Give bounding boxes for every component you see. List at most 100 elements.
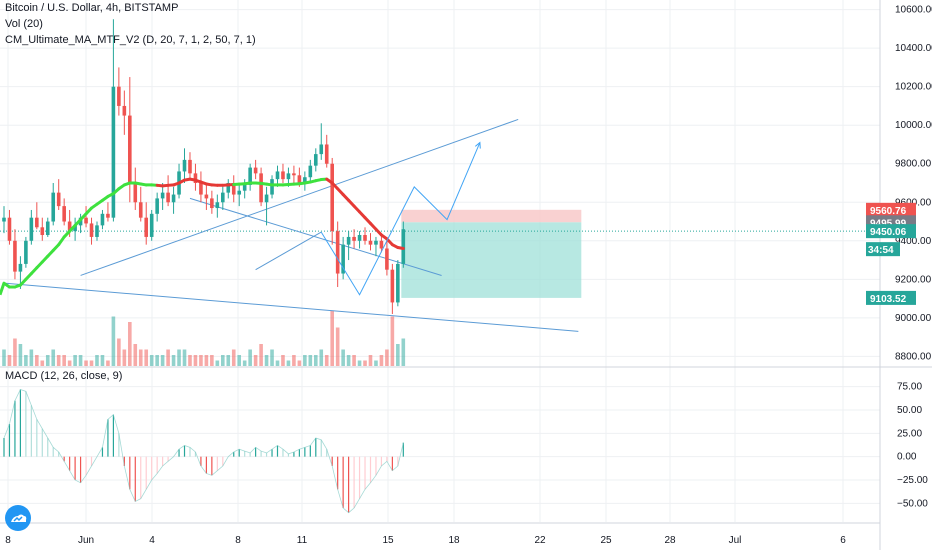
volume-bar: [385, 349, 389, 366]
volume-bar: [7, 355, 12, 366]
volume-bar: [100, 355, 105, 366]
volume-bar: [95, 355, 99, 366]
time-tick-label: 4: [149, 535, 155, 546]
price-tick-label: 10200.00: [895, 82, 932, 93]
tradingview-logo-icon[interactable]: [5, 505, 31, 531]
symbol-title[interactable]: Bitcoin / U.S. Dollar, 4h, BITSTAMP: [5, 2, 179, 14]
time-tick-label: Jul: [729, 535, 742, 546]
volume-bar: [330, 311, 334, 366]
macd-tick-label: 25.00: [897, 428, 922, 439]
candle-body: [313, 154, 318, 166]
projection-path: [320, 142, 481, 296]
volume-bar: [166, 349, 170, 366]
candle-body: [264, 194, 269, 203]
macd-outline: [3, 388, 404, 514]
price-tick-label: 8800.00: [895, 351, 932, 362]
candle-body: [253, 167, 258, 174]
volume-bar: [313, 355, 318, 366]
volume-bar: [352, 355, 356, 366]
candle-body: [89, 223, 94, 237]
macd-tick-label: 50.00: [897, 405, 922, 416]
volume-bar: [346, 355, 351, 366]
candle-body: [286, 173, 291, 180]
candle-body: [396, 263, 400, 303]
trend-line: [255, 231, 322, 271]
price-tick-label: 10400.00: [895, 43, 932, 54]
candle-body: [171, 194, 176, 203]
volume-bar: [67, 360, 72, 366]
price-tag-value: 9450.06: [870, 227, 907, 238]
price-tag-value: 9560.76: [870, 206, 907, 217]
volume-bar: [89, 360, 94, 366]
candle-body: [368, 240, 373, 245]
volume-bar: [160, 355, 165, 366]
volume-bar: [122, 349, 127, 366]
volume-bar: [51, 349, 56, 366]
candle-body: [346, 236, 351, 245]
candle-body: [204, 194, 209, 199]
time-tick-label: 15: [382, 535, 394, 546]
volume-bar: [177, 349, 181, 366]
macd-tick-label: 75.00: [897, 382, 922, 393]
volume-bar: [379, 355, 384, 366]
volume-bar: [281, 355, 285, 366]
candle-body: [7, 217, 12, 241]
ma-segment: [57, 235, 66, 247]
price-tick-label: 10000.00: [895, 120, 932, 131]
candle-body: [133, 183, 138, 203]
candle-body: [160, 192, 165, 199]
volume-bar: [308, 355, 313, 366]
volume-bar: [363, 360, 367, 366]
candle-body: [237, 190, 242, 195]
candle-body: [95, 225, 99, 237]
volume-bar: [303, 355, 307, 366]
price-tag-value: 34:54: [868, 245, 894, 256]
volume-bar: [188, 355, 192, 366]
candle-body: [2, 217, 6, 222]
candle-body: [51, 192, 56, 222]
candle-body: [303, 177, 307, 183]
macd-legend[interactable]: MACD (12, 26, close, 9): [5, 370, 123, 382]
volume-bar: [390, 316, 395, 366]
candle-body: [352, 236, 356, 241]
price-tag: 34:54: [866, 242, 900, 257]
candle-body: [166, 192, 170, 203]
volume-bar: [2, 349, 6, 366]
volume-bar: [264, 355, 269, 366]
volume-bar: [297, 360, 302, 366]
candle-body: [210, 198, 214, 209]
volume-bar: [128, 322, 132, 366]
time-tick-label: 11: [297, 535, 308, 546]
volume-bar: [29, 349, 34, 366]
volume-bar: [374, 360, 378, 366]
time-tick-label: 18: [448, 535, 460, 546]
candle-body: [275, 171, 280, 180]
candle-body: [188, 159, 192, 174]
volume-bar: [18, 344, 23, 366]
candle-body: [24, 240, 28, 264]
ma-legend[interactable]: CM_Ultimate_MA_MTF_V2 (D, 20, 7, 1, 2, 5…: [5, 34, 256, 46]
volume-bar: [171, 355, 176, 366]
price-tag: 9560.76: [866, 202, 916, 217]
volume-bar: [319, 349, 324, 366]
volume-bar: [221, 355, 225, 366]
volume-bar: [341, 349, 345, 366]
volume-bar: [117, 338, 121, 366]
volume-bar: [73, 355, 77, 366]
candle-body: [401, 229, 406, 264]
price-tag-box: [866, 202, 916, 217]
volume-bar: [35, 355, 39, 366]
candle-body: [259, 173, 263, 203]
candle-body: [226, 183, 231, 193]
candle-body: [335, 231, 340, 274]
candle-body: [128, 115, 132, 183]
candle-body: [270, 179, 274, 195]
take-profit-zone: [401, 222, 582, 298]
trend-line: [189, 197, 442, 276]
volume-legend[interactable]: Vol (20): [5, 18, 43, 30]
volume-bar: [286, 360, 291, 366]
macd-tick-label: −50.00: [897, 498, 928, 509]
volume-bar: [215, 360, 220, 366]
